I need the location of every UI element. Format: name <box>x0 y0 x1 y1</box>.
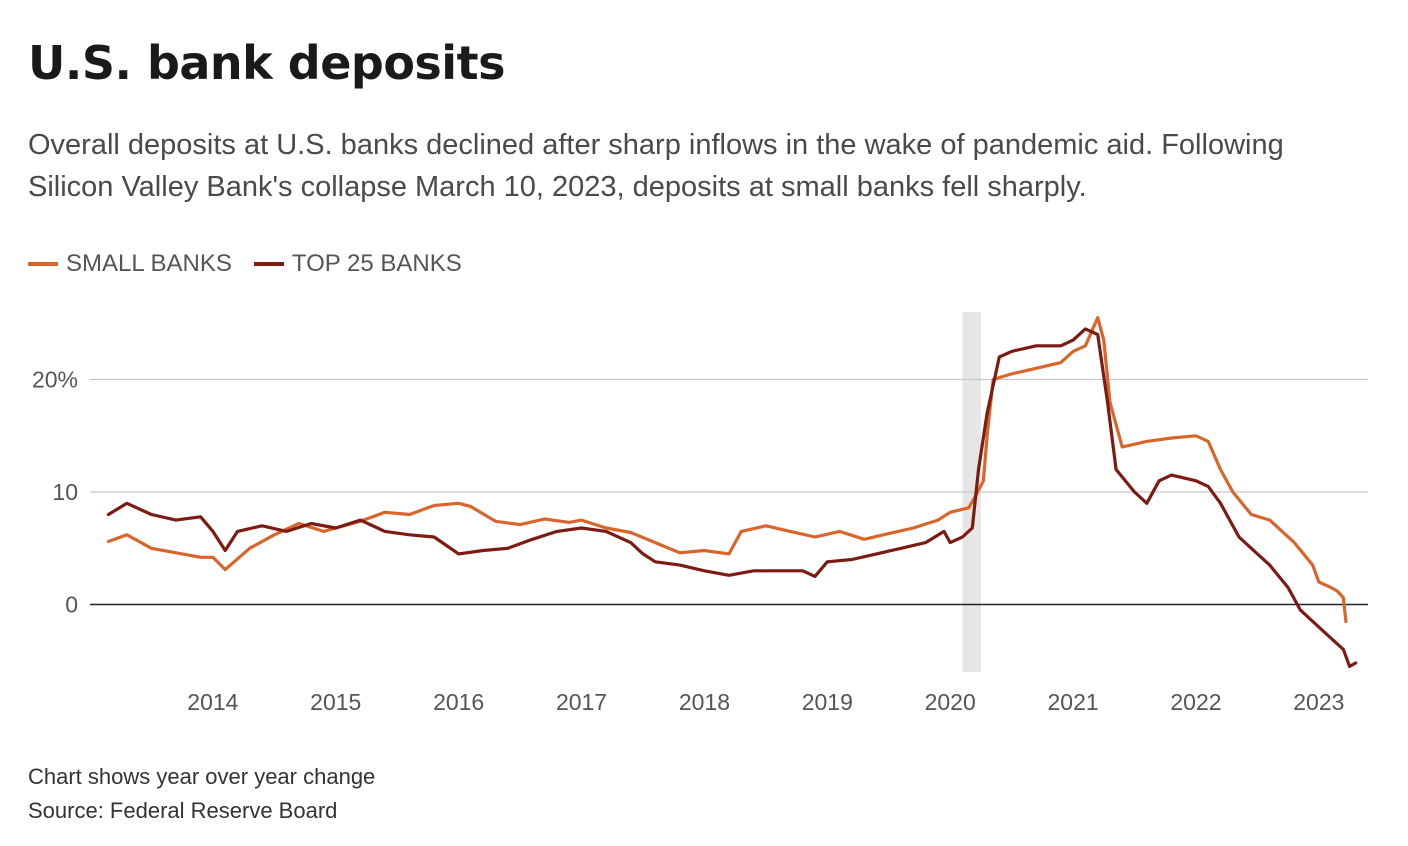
legend-item-small-banks: SMALL BANKS <box>28 250 232 278</box>
y-tick-label-10: 10 <box>52 479 78 505</box>
series-line-top-25-banks <box>106 327 1358 668</box>
y-tick-label-0: 0 <box>65 592 78 618</box>
chart-legend: SMALL BANKS TOP 25 BANKS <box>28 250 484 278</box>
legend-swatch-top-25-banks <box>253 262 284 266</box>
x-tick-label-2015: 2015 <box>310 689 361 715</box>
legend-swatch-small-banks <box>28 262 58 266</box>
x-tick-label-2023: 2023 <box>1293 689 1344 715</box>
x-tick-label-2022: 2022 <box>1170 689 1221 715</box>
x-tick-label-2020: 2020 <box>925 689 976 715</box>
x-tick-label-2017: 2017 <box>556 689 607 715</box>
line-chart: 0 10 20% 2014 2015 2016 2017 2018 2019 2020 2021 20… <box>32 312 1368 715</box>
legend-item-top-25-banks: TOP 25 BANKS <box>253 250 462 278</box>
legend-label-top-25-banks: TOP 25 BANKS <box>291 250 462 277</box>
x-tick-label-2014: 2014 <box>187 689 238 715</box>
chart-note: Chart shows year over year change <box>28 764 376 789</box>
page-title: U.S. bank deposits <box>28 36 505 90</box>
x-tick-label-2018: 2018 <box>679 689 730 715</box>
y-tick-label-20: 20% <box>32 367 78 393</box>
chart-source: Source: Federal Reserve Board <box>28 798 338 823</box>
x-tick-label-2019: 2019 <box>802 689 853 715</box>
x-tick-label-2021: 2021 <box>1047 689 1098 715</box>
x-tick-label-2016: 2016 <box>433 689 484 715</box>
page-subtitle: Overall deposits at U.S. banks declined … <box>28 129 1284 203</box>
legend-label-small-banks: SMALL BANKS <box>66 250 232 277</box>
